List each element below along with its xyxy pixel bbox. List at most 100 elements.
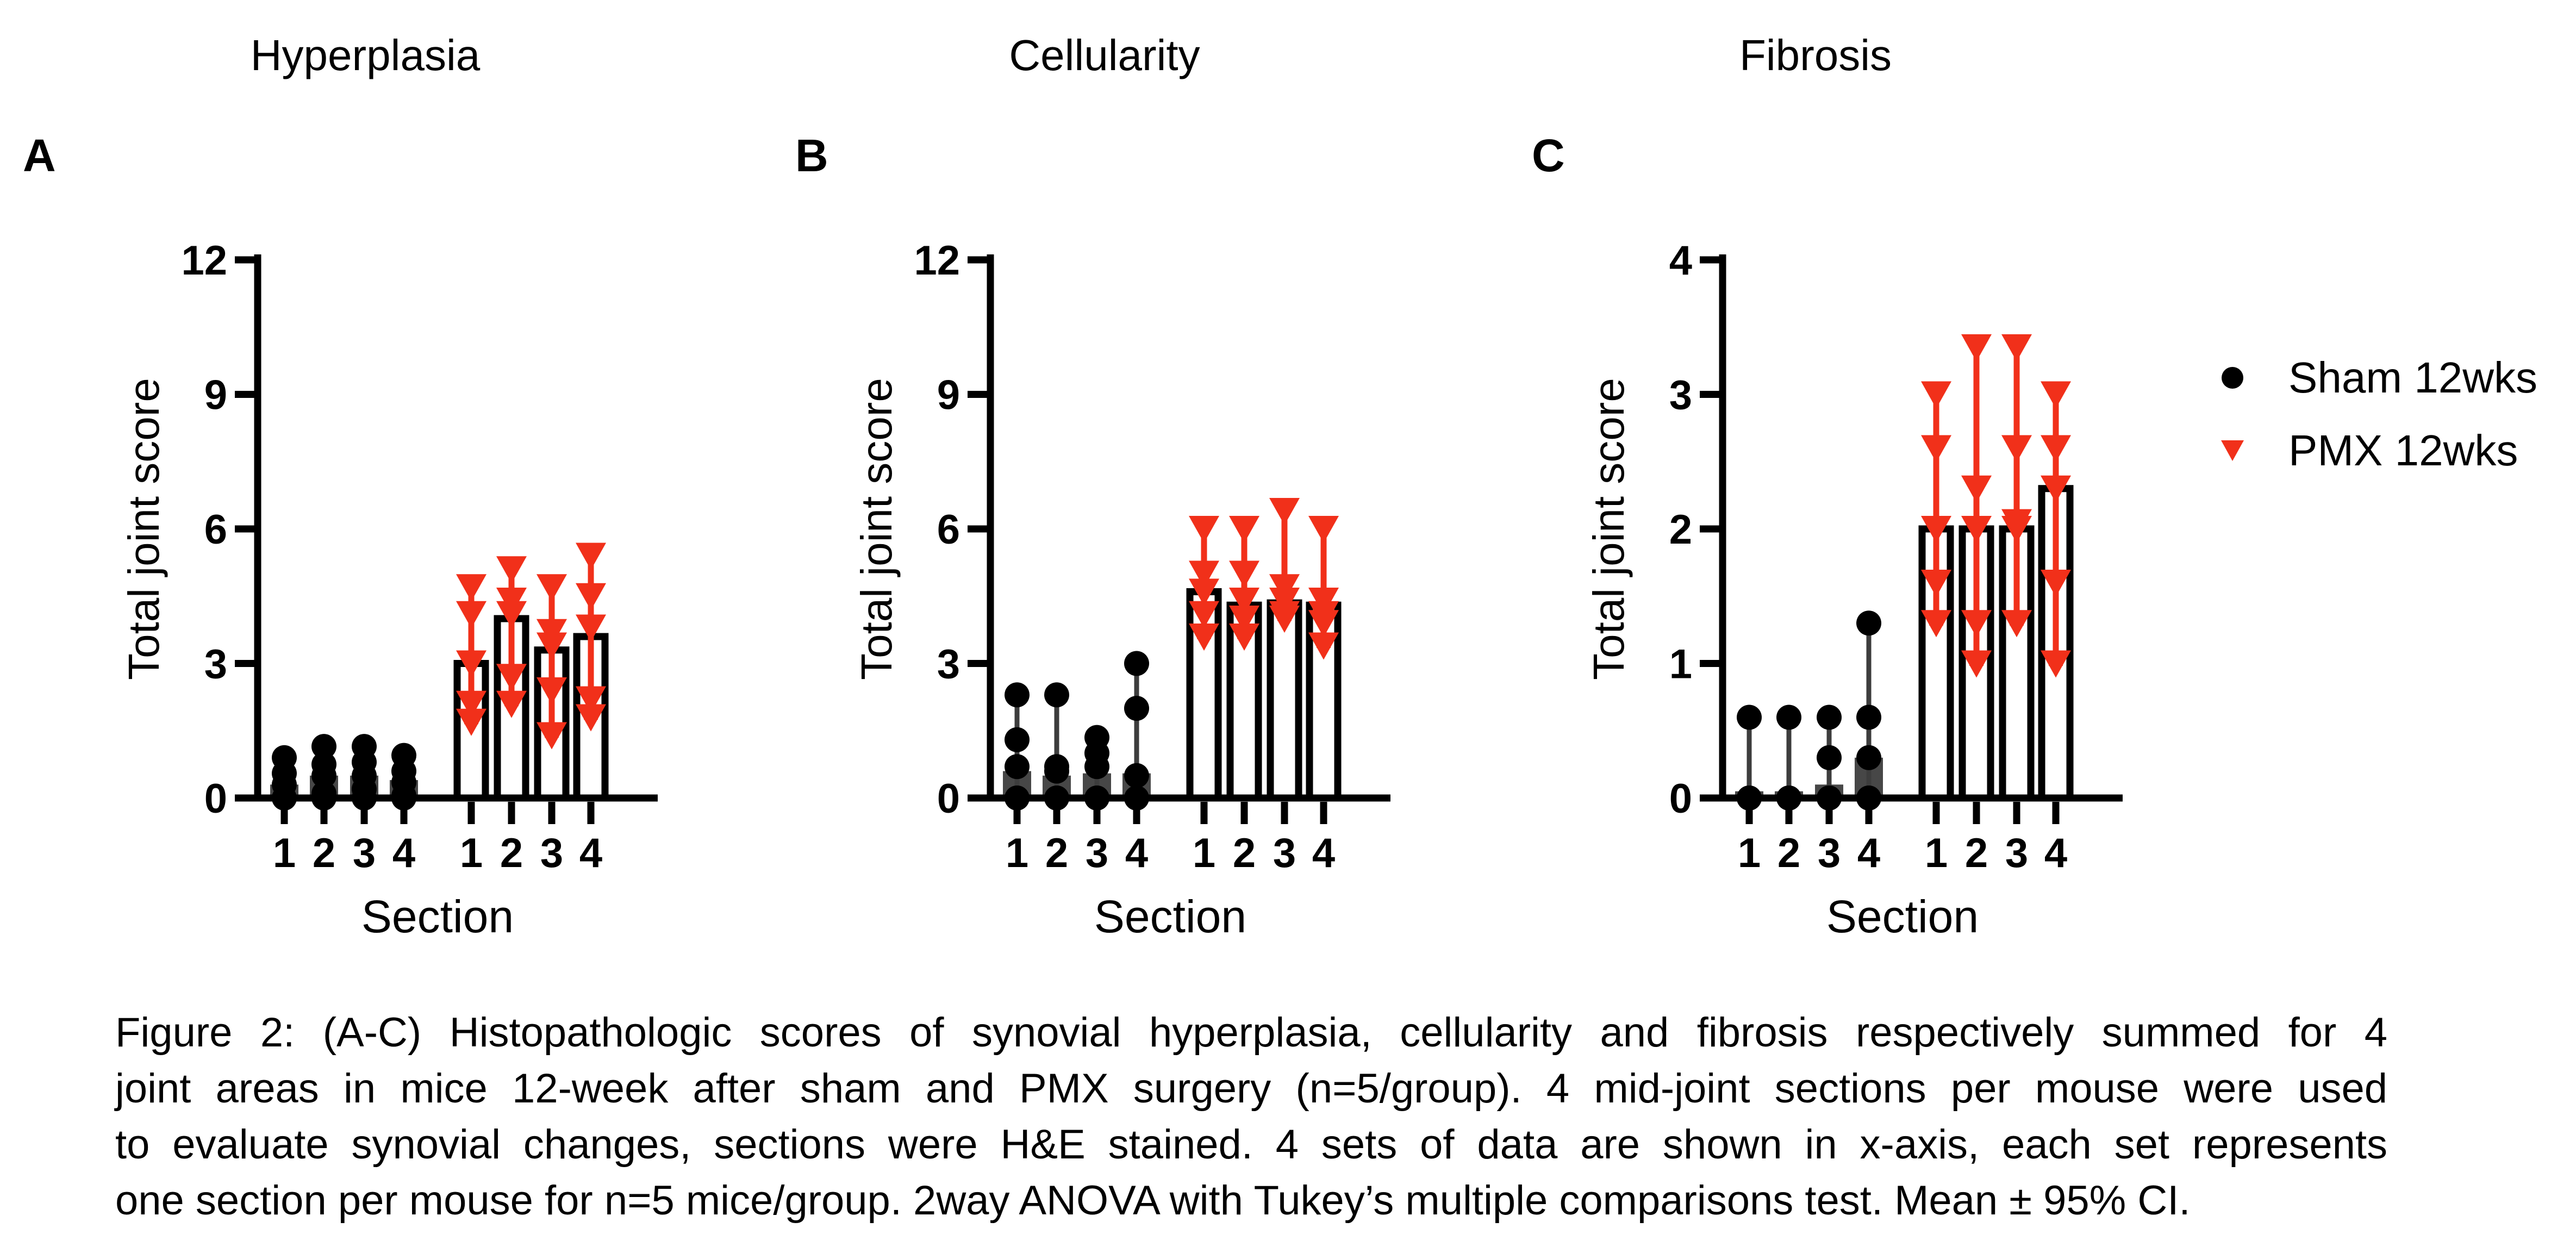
data-point-triangle [1921,516,1951,543]
data-point-circle [1737,786,1762,811]
panel-b-title: Cellularity [1009,31,1200,79]
caption-line: to evaluate synovial changes, sections w… [115,1121,2387,1168]
data-point-triangle [1961,475,1992,503]
x-tick-label: 2 [1965,830,1988,876]
data-point-triangle [1189,560,1219,588]
x-tick-label: 1 [1738,830,1761,876]
x-tick-label: 4 [1857,830,1880,876]
panel-b-label: B [795,130,828,181]
data-point-circle [352,734,377,759]
y-tick-label: 2 [1669,507,1692,553]
data-point-triangle [1229,588,1259,615]
data-point-circle [1044,786,1069,811]
data-point-triangle [1189,601,1219,628]
x-tick-label: 2 [1045,830,1068,876]
legend-label-sham: Sham 12wks [2288,353,2537,402]
y-tick-label: 12 [914,238,960,284]
x-tick-label: 3 [353,830,376,876]
x-tick-label: 1 [1925,830,1948,876]
data-point-circle [1856,705,1881,730]
x-tick-label: 4 [2044,830,2067,876]
data-point-triangle [1229,624,1259,651]
caption-line: one section per mouse for n=5 mice/group… [115,1177,2191,1224]
circle-icon [2222,367,2243,389]
data-point-circle [1005,786,1030,811]
triangle-down-icon [2221,440,2244,461]
legend-label-pmx: PMX 12wks [2288,426,2518,475]
y-axis-title: Total joint score [852,378,901,680]
x-axis-title: Section [361,891,514,942]
x-tick-label: 4 [1125,830,1148,876]
data-point-triangle [576,704,606,732]
panel-c-label: C [1532,130,1565,181]
legend-item-sham: Sham 12wks [2203,341,2537,414]
data-point-circle [1124,786,1149,811]
data-point-triangle [1308,632,1339,660]
x-tick-label: 4 [1312,830,1335,876]
data-point-triangle [576,583,606,610]
data-point-triangle [1189,624,1219,651]
x-tick-label: 2 [313,830,335,876]
y-tick-label: 4 [1669,238,1692,284]
data-point-triangle [2001,516,2032,543]
x-tick-label: 3 [540,830,563,876]
y-tick-label: 6 [937,507,960,553]
figure-caption: Figure 2: (A-C) Histopathologic scores o… [115,1005,2387,1229]
data-point-triangle [576,686,606,714]
data-point-triangle [1961,610,1992,638]
data-point-circle [1124,763,1149,788]
data-point-triangle [496,690,527,718]
data-point-triangle [456,708,486,736]
x-tick-label: 1 [273,830,296,876]
y-tick-label: 0 [937,776,960,822]
data-point-triangle [2001,610,2032,638]
data-point-triangle [2041,650,2071,678]
x-axis-title: Section [1094,891,1246,942]
x-tick-label: 3 [1818,830,1841,876]
data-point-triangle [1229,606,1259,633]
data-point-circle [1005,682,1030,708]
data-point-triangle [1921,435,1951,463]
data-point-circle [1817,705,1842,730]
data-point-triangle [456,574,486,602]
data-point-triangle [1921,610,1951,638]
data-point-triangle [537,677,567,705]
x-tick-label: 4 [579,830,602,876]
y-tick-label: 0 [204,776,227,822]
data-point-circle [1084,725,1109,750]
data-point-triangle [537,722,567,750]
y-tick-label: 12 [181,238,227,284]
data-point-circle [1005,754,1030,780]
panel-a-chart: 0 3 6 9 12 1 2 3 4 1 2 3 4 Section Total joint score [109,212,696,973]
data-point-triangle [1189,516,1219,543]
data-point-triangle [1921,570,1951,597]
x-tick-label: 1 [1006,830,1028,876]
y-tick-label: 3 [1669,372,1692,419]
data-point-circle [1044,754,1069,780]
x-tick-label: 2 [500,830,523,876]
x-axis-title: Section [1826,891,1979,942]
data-point-triangle [456,650,486,678]
data-point-triangle [2041,381,2071,409]
data-point-circle [391,743,416,768]
x-tick-label: 2 [1777,830,1800,876]
data-point-triangle [2041,570,2071,597]
data-point-triangle [1229,516,1259,543]
y-tick-label: 3 [937,641,960,688]
data-point-triangle [1961,334,1992,361]
data-point-circle [1737,705,1762,730]
data-point-triangle [1269,498,1300,525]
data-point-triangle [2041,475,2071,503]
data-point-circle [1776,705,1801,730]
data-point-circle [311,734,336,759]
data-point-circle [311,781,336,806]
y-axis-title: Total joint score [120,378,168,680]
data-point-triangle [1961,516,1992,543]
data-point-circle [272,745,297,770]
data-point-triangle [1269,606,1300,633]
x-tick-label: 2 [1233,830,1256,876]
x-tick-label: 1 [1193,830,1215,876]
data-point-triangle [1229,560,1259,588]
data-point-circle [1005,727,1030,752]
